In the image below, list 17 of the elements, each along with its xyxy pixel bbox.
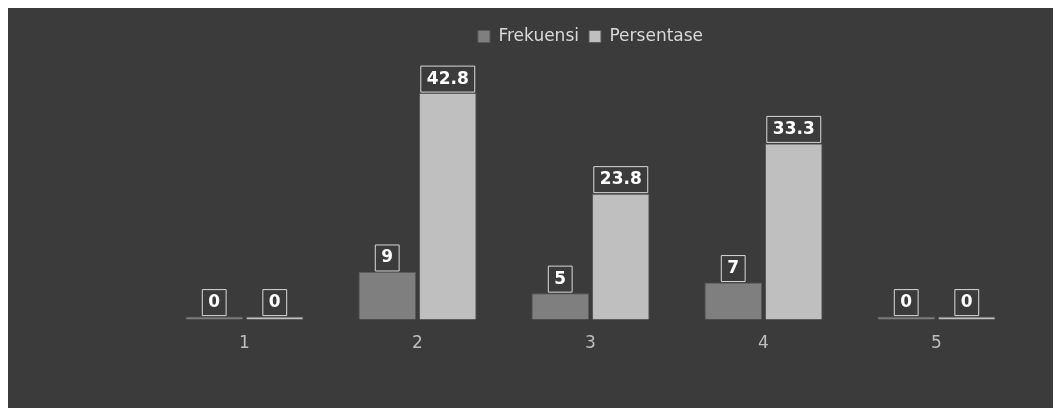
data-label: 0 <box>960 291 973 312</box>
data-label: 0 <box>900 291 913 312</box>
data-label: 5 <box>554 267 567 288</box>
x-tick-label: 5 <box>931 332 942 353</box>
data-label: 0 <box>268 291 281 312</box>
data-label: 7 <box>727 256 740 277</box>
data-label: 9 <box>381 246 394 267</box>
data-label: 0 <box>208 291 221 312</box>
legend-label: Frekuensi <box>498 24 579 45</box>
data-label: 33.3 <box>772 117 815 138</box>
x-tick-label: 3 <box>585 332 596 353</box>
x-tick-label: 1 <box>239 332 250 353</box>
x-tick-label: 2 <box>412 332 423 353</box>
data-label: 42.8 <box>426 67 469 88</box>
data-label: 23.8 <box>599 168 642 189</box>
legend-label: Persentase <box>609 24 704 45</box>
x-tick-label: 4 <box>758 332 769 353</box>
